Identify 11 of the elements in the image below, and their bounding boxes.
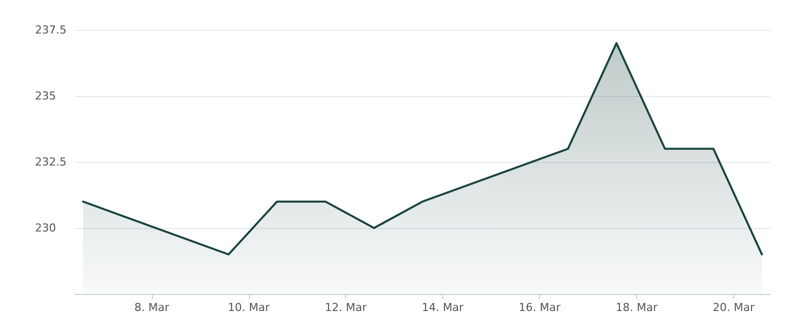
y-tick-label: 232.5 bbox=[35, 156, 66, 168]
x-tick-label: 10. Mar bbox=[228, 301, 270, 314]
x-tick-label: 18. Mar bbox=[616, 301, 658, 314]
y-tick-label: 237.5 bbox=[35, 24, 66, 36]
y-tick-label: 230 bbox=[35, 222, 56, 234]
x-tick-label: 14. Mar bbox=[422, 301, 464, 314]
y-tick-label: 235 bbox=[35, 90, 56, 102]
x-tick-label: 16. Mar bbox=[518, 301, 562, 314]
x-tick-label: 20. Mar bbox=[712, 301, 755, 314]
x-tick-label: 8. Mar bbox=[134, 301, 170, 314]
x-tick-label: 12. Mar bbox=[324, 301, 368, 314]
